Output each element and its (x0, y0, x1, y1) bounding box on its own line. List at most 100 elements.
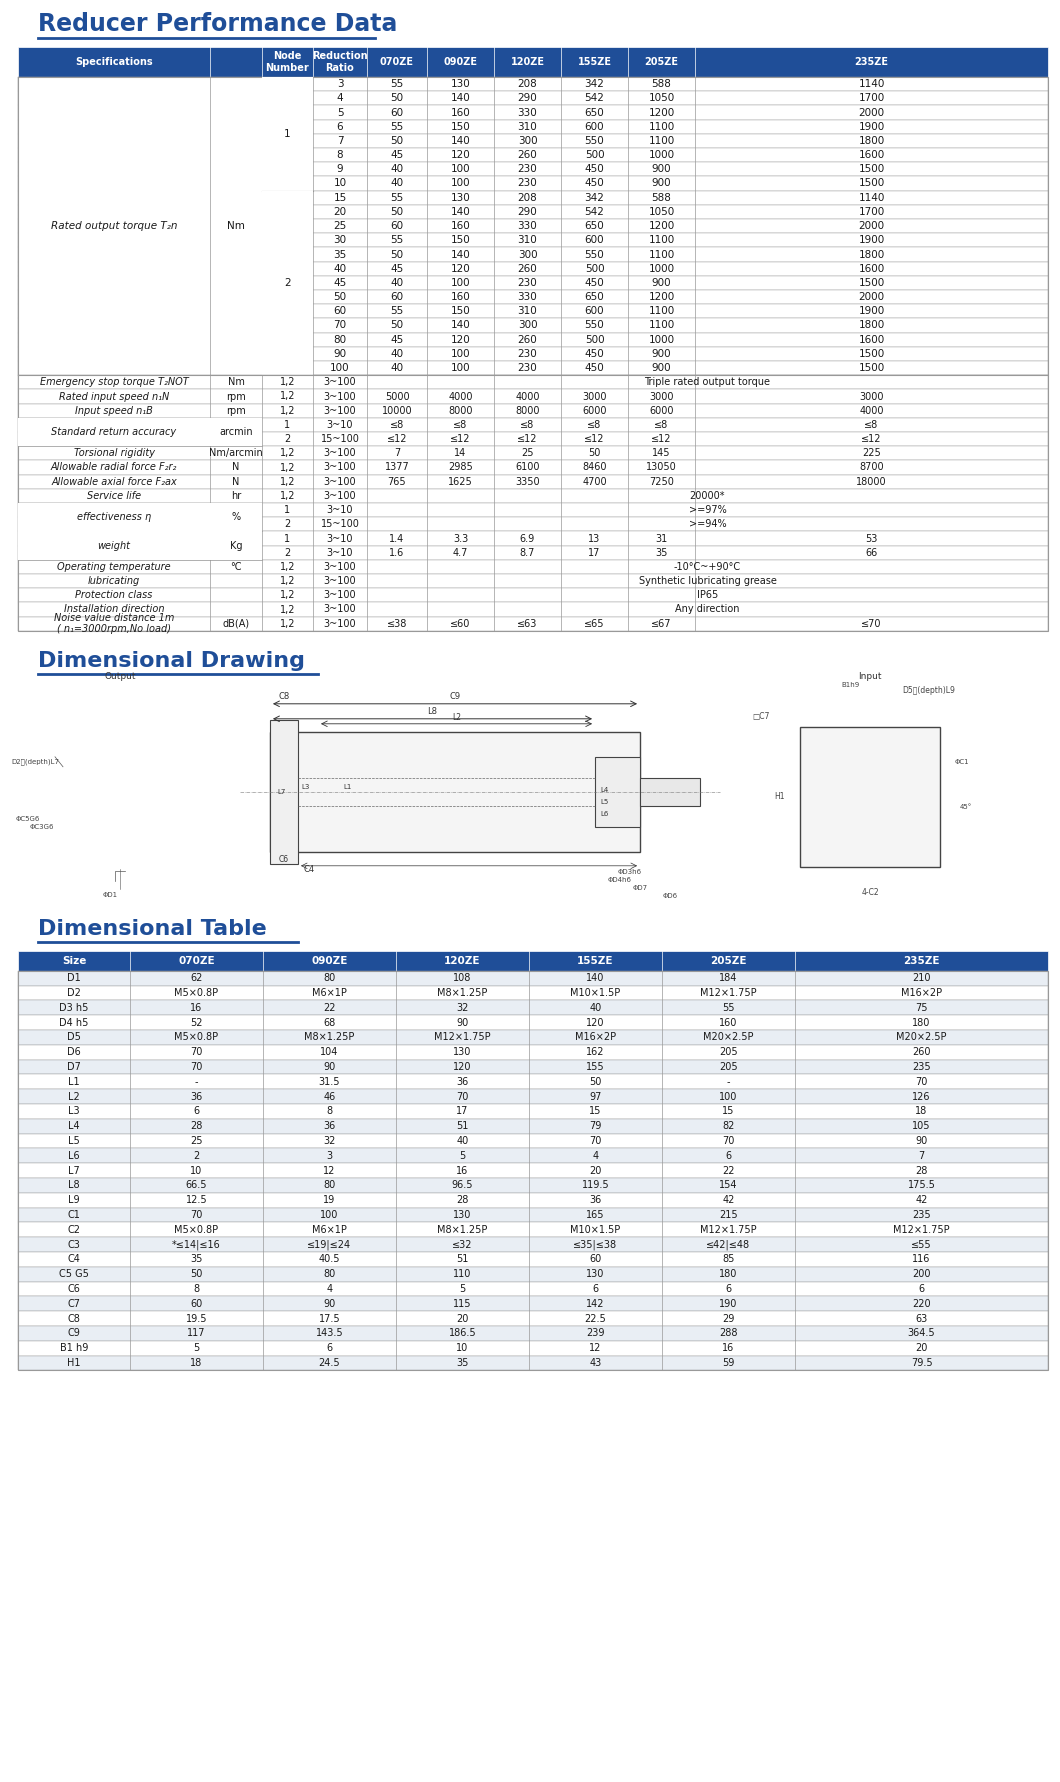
Bar (18, 617, 1048, 631)
Text: 70: 70 (334, 321, 347, 330)
Text: 36: 36 (589, 1196, 602, 1205)
Text: 588: 588 (652, 192, 671, 203)
Text: 1.6: 1.6 (389, 547, 405, 558)
Text: Torsional rigidity: Torsional rigidity (73, 449, 155, 458)
Text: 66.5: 66.5 (186, 1180, 208, 1190)
Bar (18, 1044, 1048, 1060)
Bar (18, 1326, 1048, 1340)
Text: C4: C4 (68, 1255, 81, 1265)
Text: M5×0.8P: M5×0.8P (175, 1032, 218, 1042)
Text: 55: 55 (390, 192, 404, 203)
Text: M20×2.5P: M20×2.5P (897, 1032, 947, 1042)
Bar (18, 262, 1048, 276)
Text: 070ZE: 070ZE (178, 955, 215, 966)
Text: L6: L6 (68, 1151, 80, 1160)
Text: 80: 80 (323, 1269, 336, 1279)
Bar (262, 191, 313, 376)
Bar (18, 971, 1048, 1370)
Text: Node
Number: Node Number (266, 52, 310, 73)
Text: 1500: 1500 (859, 278, 885, 289)
Text: 53: 53 (865, 533, 878, 544)
Text: 1,2: 1,2 (280, 392, 296, 401)
Bar (18, 1312, 1048, 1326)
Text: 6000: 6000 (582, 406, 606, 415)
Text: ≤8: ≤8 (454, 421, 467, 429)
Text: 500: 500 (585, 335, 604, 344)
Text: 40: 40 (589, 1003, 602, 1012)
Text: 18000: 18000 (856, 478, 887, 486)
Text: 260: 260 (517, 335, 537, 344)
Text: 55: 55 (722, 1003, 735, 1012)
Text: 15~100: 15~100 (320, 435, 359, 444)
Text: 1.4: 1.4 (389, 533, 405, 544)
Text: 4000: 4000 (515, 392, 540, 401)
Bar (18, 390, 1048, 403)
Text: M20×2.5P: M20×2.5P (703, 1032, 754, 1042)
Text: 2000: 2000 (859, 221, 884, 232)
Bar (18, 574, 1048, 588)
Text: 542: 542 (584, 93, 604, 103)
Bar (18, 276, 1048, 290)
Text: 3~100: 3~100 (323, 604, 356, 615)
Text: 100: 100 (450, 178, 471, 189)
Text: M12×1.75P: M12×1.75P (701, 987, 757, 998)
Text: 1,2: 1,2 (280, 576, 296, 586)
Text: 15~100: 15~100 (320, 519, 359, 529)
Text: 230: 230 (517, 278, 537, 289)
Bar (18, 77, 1048, 376)
Text: 120: 120 (450, 264, 471, 274)
Text: ≤35|≤38: ≤35|≤38 (573, 1238, 618, 1249)
Text: 46: 46 (323, 1092, 336, 1101)
Bar (18, 474, 1048, 488)
Text: 1,2: 1,2 (280, 590, 296, 601)
Text: 5: 5 (193, 1344, 199, 1353)
Text: 51: 51 (456, 1255, 469, 1265)
Text: 190: 190 (720, 1299, 738, 1308)
Text: 1100: 1100 (649, 121, 674, 132)
Text: 66: 66 (865, 547, 878, 558)
Bar (18, 683, 1048, 900)
Text: 115: 115 (454, 1299, 472, 1308)
Text: M8×1.25P: M8×1.25P (438, 1224, 488, 1235)
Text: 117: 117 (188, 1328, 206, 1338)
Text: 165: 165 (586, 1210, 605, 1221)
Text: 180: 180 (913, 1018, 931, 1028)
Bar (18, 588, 1048, 602)
Bar (18, 134, 1048, 148)
Text: ΦD1: ΦD1 (103, 891, 118, 898)
Text: ≤8: ≤8 (587, 421, 602, 429)
Text: ΦD6: ΦD6 (662, 893, 677, 898)
Text: 70: 70 (191, 1210, 202, 1221)
Text: 650: 650 (585, 292, 604, 303)
Text: 17: 17 (588, 547, 601, 558)
Text: 8000: 8000 (448, 406, 473, 415)
Text: 186.5: 186.5 (448, 1328, 476, 1338)
Text: C5 G5: C5 G5 (59, 1269, 89, 1279)
Text: Output: Output (104, 672, 136, 681)
Bar (18, 46, 1048, 77)
Text: 120ZE: 120ZE (444, 955, 481, 966)
Text: ≤38: ≤38 (387, 618, 407, 629)
Text: 17: 17 (456, 1107, 469, 1116)
Text: 55: 55 (390, 235, 404, 246)
Text: 80: 80 (323, 1180, 336, 1190)
Text: 1: 1 (284, 421, 290, 429)
Text: Dimensional Drawing: Dimensional Drawing (38, 650, 305, 670)
Text: 1000: 1000 (649, 264, 674, 274)
Text: 1000: 1000 (649, 335, 674, 344)
Bar (18, 191, 1048, 205)
Text: 63: 63 (916, 1313, 928, 1324)
Text: 108: 108 (454, 973, 472, 984)
Text: 3~100: 3~100 (323, 590, 356, 601)
Bar (18, 1296, 1048, 1312)
Text: 55: 55 (390, 78, 404, 89)
Text: >=94%: >=94% (689, 519, 726, 529)
Text: 120: 120 (450, 335, 471, 344)
Text: 20000*: 20000* (690, 490, 725, 501)
Text: 450: 450 (585, 364, 604, 372)
Text: 155: 155 (586, 1062, 605, 1073)
Text: 42: 42 (722, 1196, 735, 1205)
Text: 260: 260 (913, 1048, 931, 1057)
Text: 550: 550 (585, 135, 604, 146)
Text: 1: 1 (284, 504, 290, 515)
